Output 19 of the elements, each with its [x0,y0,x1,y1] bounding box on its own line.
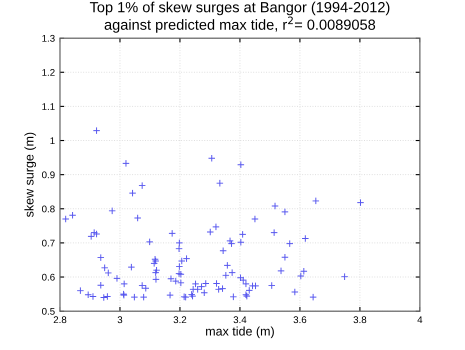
y-axis-title: skew surge (m) [24,132,36,218]
y-tick-label: 0.9 [42,171,55,178]
x-tick-label: 3.4 [234,316,246,324]
y-tick-label: 1.3 [42,34,55,42]
x-tick-label: 3.6 [294,316,306,324]
x-tick-label: 3.8 [354,316,366,324]
y-tick-label: 1.2 [42,69,55,76]
y-tick-label: 0.5 [42,308,55,315]
y-tick-label: 1.1 [42,103,55,110]
y-tick-label: 1 [50,137,55,144]
x-tick-label: 3.2 [174,316,186,324]
y-tick-label: 0.7 [42,240,55,247]
x-axis-title: max tide (m) [206,326,274,338]
y-tick-label: 0.6 [42,274,55,281]
y-tick-label: 0.8 [42,206,55,212]
x-tick-label: 2.8 [54,316,66,324]
x-tick-label: 3 [118,316,122,324]
chart-title: Top 1% of skew surges at Bangor (1994-2012) against predicted max tide, r$^{2}$= 0.0089058 [90,2,390,33]
x-tick-label: 4 [417,316,422,324]
